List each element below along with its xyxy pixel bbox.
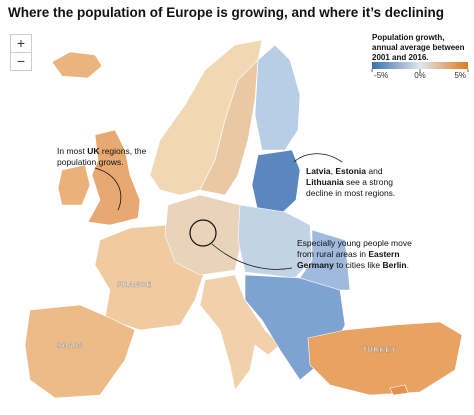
text: Estonia <box>335 166 367 176</box>
zoom-out[interactable]: − <box>10 52 32 71</box>
zoom-in[interactable]: + <box>10 34 32 53</box>
annotation: Latvia, Estonia and Lithuania see a stro… <box>306 166 416 199</box>
germany <box>164 194 243 276</box>
ukraine-west <box>299 229 351 291</box>
text: In most <box>57 146 88 156</box>
text: , <box>330 166 336 176</box>
country-label: SPAIN <box>57 343 83 350</box>
uk-arrow <box>94 167 122 211</box>
text: Eastern Germany <box>297 249 400 270</box>
legend-gradient <box>372 62 468 69</box>
baltics <box>251 149 301 216</box>
iberia <box>24 304 136 399</box>
legend-title: Population growth, annual average betwee… <box>372 33 465 62</box>
annotation: In most UK regions, the population grows… <box>57 146 147 168</box>
berlin-arrow <box>211 243 293 270</box>
legend-label: 5% <box>454 71 466 80</box>
text: . <box>406 260 409 270</box>
berlin-circle <box>189 219 217 247</box>
legend-label: 0% <box>414 71 426 80</box>
text: regions, the population grows. <box>57 146 147 167</box>
annotation: Especially young people move from rural … <box>297 238 412 271</box>
text: and <box>366 166 383 176</box>
text: Especially young people move from rural … <box>297 238 412 259</box>
text: see a strong decline in most regions. <box>306 177 396 198</box>
country-label: FRANCE <box>117 282 152 289</box>
cyprus <box>389 384 409 396</box>
sweden <box>199 59 259 196</box>
legend-label: -5% <box>374 71 388 80</box>
country-label: TURKEY <box>362 347 397 354</box>
text: Latvia <box>306 166 331 176</box>
text: Berlin <box>382 260 407 270</box>
title: Where the population of Europe is growin… <box>8 5 445 20</box>
uk <box>87 129 141 226</box>
text: UK <box>87 146 100 156</box>
ireland <box>57 164 91 206</box>
finland <box>254 44 301 151</box>
poland <box>237 204 313 279</box>
turkey <box>307 321 463 396</box>
text: Lithuania <box>306 177 344 187</box>
text: to cities like <box>333 260 383 270</box>
regions <box>24 39 463 399</box>
iceland <box>51 51 103 79</box>
baltic-arrow <box>293 153 343 163</box>
